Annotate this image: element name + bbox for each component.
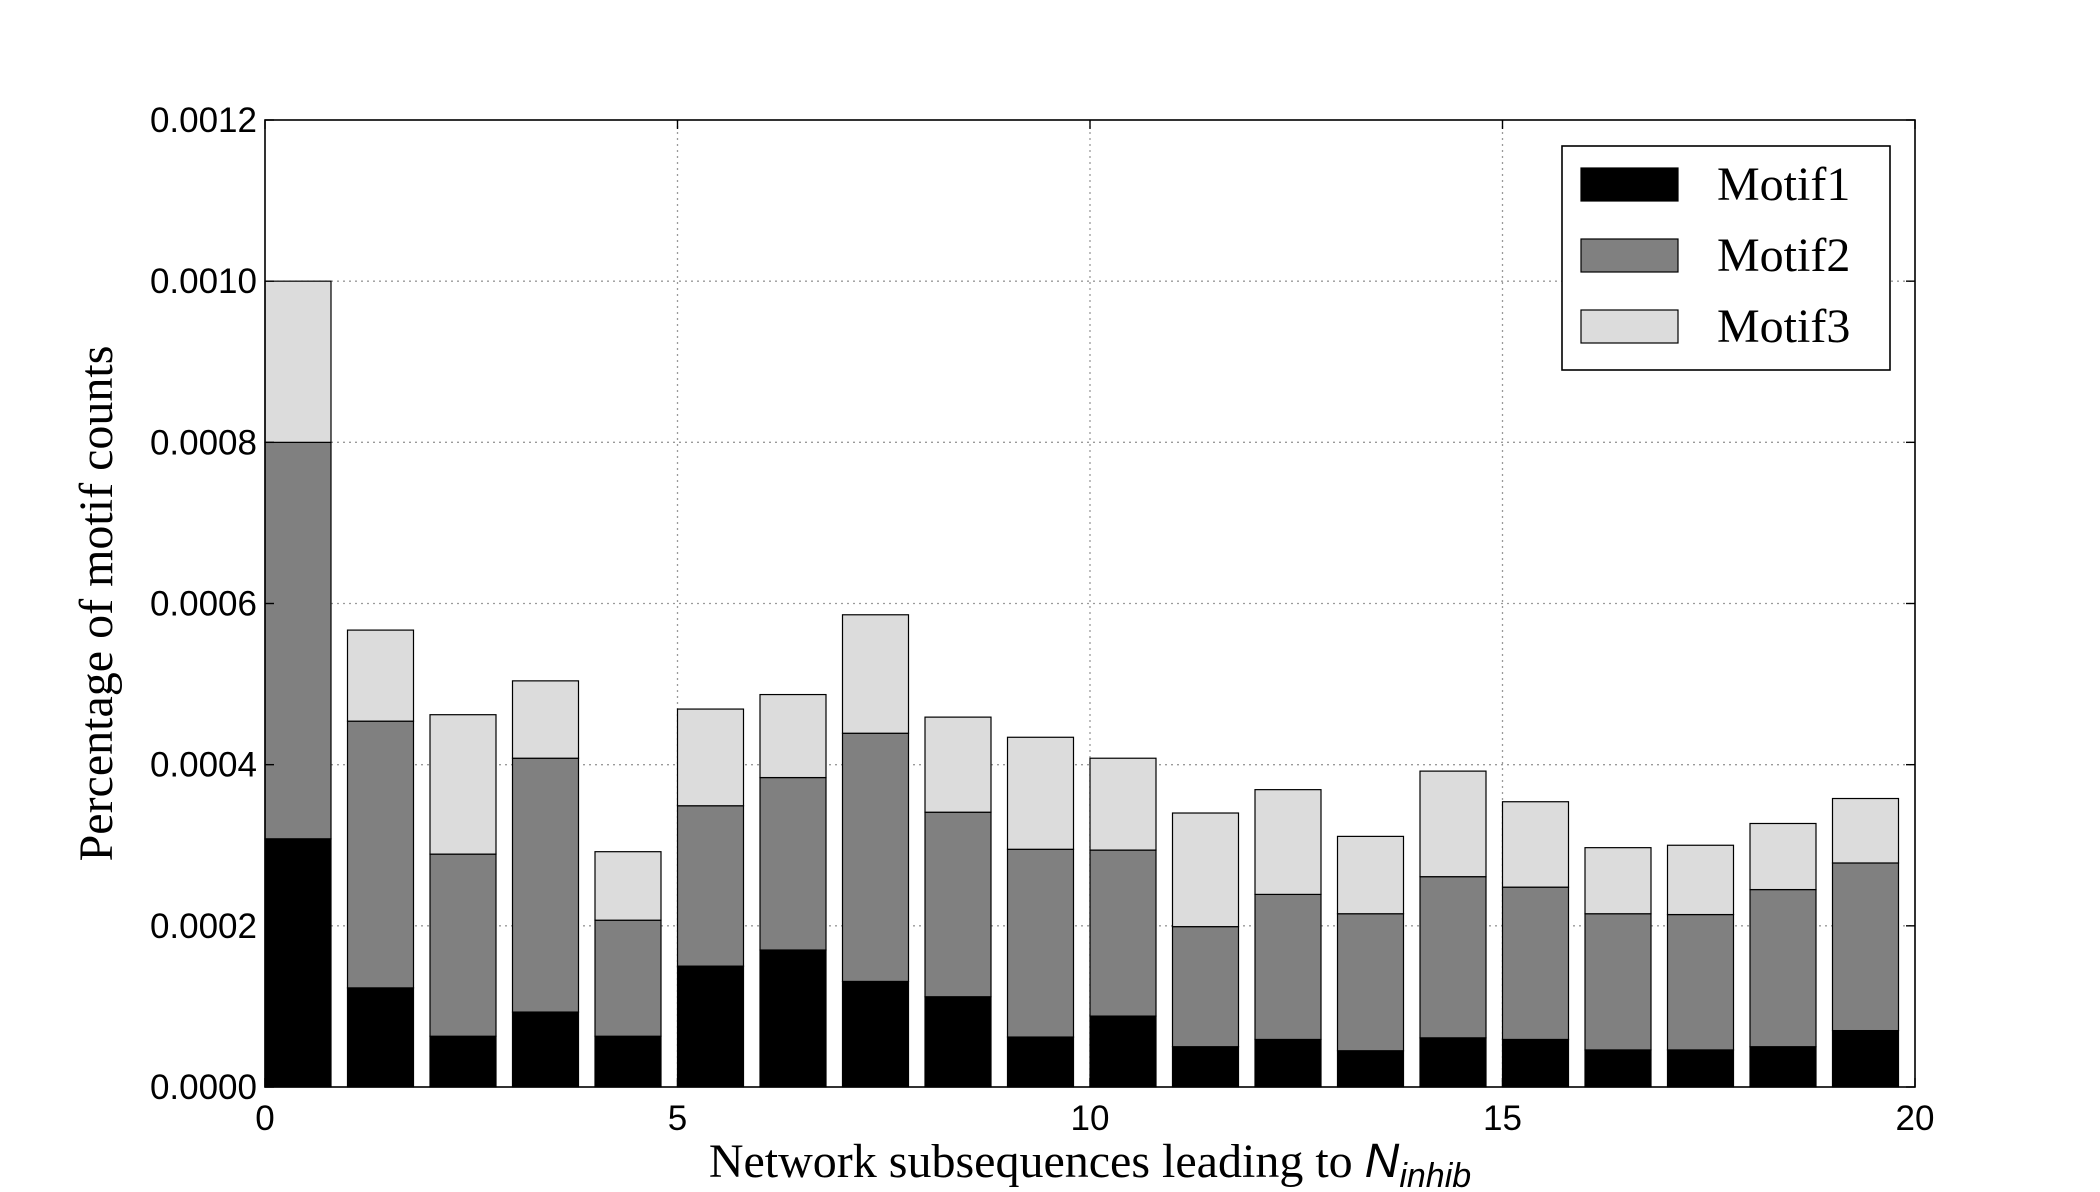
y-tick-label: 0.0006 <box>150 585 257 624</box>
x-axis-title-math: N <box>1365 1135 1400 1188</box>
bar-motif3-15 <box>1501 801 1570 888</box>
x-axis-title-text: Network subsequences leading to <box>709 1135 1365 1188</box>
bar-motif2-1 <box>346 720 415 989</box>
legend-label-motif1: Motif1 <box>1717 158 1850 211</box>
bar-motif1-7 <box>841 980 910 1088</box>
bar-motif2-2 <box>429 853 497 1037</box>
ticks <box>264 119 1916 1088</box>
bar-motif1-3 <box>511 1011 580 1088</box>
bar-motif2-11 <box>1171 926 1240 1048</box>
x-tick-label: 10 <box>1071 1099 1110 1138</box>
bar-motif3-4 <box>594 851 662 921</box>
legend-items: Motif1 Motif2 Motif3 <box>1580 158 1850 353</box>
y-tick-label: 0.0000 <box>150 1068 257 1107</box>
y-tick-label: 0.0008 <box>150 423 257 462</box>
bar-motif3-12 <box>1254 789 1322 896</box>
x-tick-label: 15 <box>1483 1099 1522 1138</box>
bar-motif3-2 <box>429 714 497 855</box>
bar-motif2-9 <box>1006 848 1075 1038</box>
bar-motif3-1 <box>346 629 415 722</box>
bar-motif2-12 <box>1254 893 1322 1041</box>
legend-label-motif2: Motif2 <box>1717 229 1850 282</box>
bar-motif2-3 <box>511 757 580 1013</box>
bar-motif1-9 <box>1006 1036 1075 1088</box>
bar-motif1-13 <box>1336 1050 1405 1088</box>
bar-motif3-17 <box>1666 844 1735 916</box>
bar-motif2-15 <box>1501 886 1570 1041</box>
bar-motif1-15 <box>1501 1038 1570 1088</box>
bar-motif2-17 <box>1666 913 1735 1051</box>
bar-motif2-16 <box>1584 913 1652 1051</box>
bar-motif1-6 <box>759 949 827 1088</box>
x-axis-title-subscript: inhib <box>1399 1157 1471 1192</box>
y-axis-title: Percentage of motif counts <box>70 346 123 862</box>
y-tick-label: 0.0010 <box>150 262 257 301</box>
bar-motif1-18 <box>1749 1046 1817 1088</box>
legend-swatch-motif3 <box>1580 309 1679 344</box>
bar-motif1-19 <box>1831 1029 1900 1088</box>
y-tick-label: 0.0012 <box>150 101 257 140</box>
bar-motif3-10 <box>1089 757 1157 851</box>
bar-motif1-4 <box>594 1035 662 1088</box>
y-tick-label: 0.0004 <box>150 746 257 785</box>
bar-motif2-14 <box>1419 876 1487 1039</box>
bar-motif2-13 <box>1336 913 1405 1052</box>
bar-motif1-16 <box>1584 1049 1652 1088</box>
bar-motif2-7 <box>841 732 910 983</box>
bar-motif1-10 <box>1089 1015 1157 1088</box>
bar-motif1-1 <box>346 987 415 1088</box>
bar-motif3-16 <box>1584 847 1652 915</box>
bar-motif1-8 <box>924 996 992 1088</box>
bar-motif3-14 <box>1419 770 1487 878</box>
bar-motif2-0 <box>264 441 332 840</box>
bar-motif3-6 <box>759 693 827 779</box>
bar-motif3-11 <box>1171 812 1240 928</box>
bar-motif1-17 <box>1666 1049 1735 1088</box>
bar-motif2-8 <box>924 811 992 998</box>
bar-motif3-18 <box>1749 822 1817 891</box>
x-tick-label: 20 <box>1896 1099 1935 1138</box>
legend-swatch-motif2 <box>1580 238 1679 273</box>
bar-motif3-8 <box>924 716 992 813</box>
x-axis-title: Network subsequences leading to Ninhib <box>709 1135 1471 1192</box>
bar-motif3-19 <box>1831 797 1900 864</box>
y-tick-label: 0.0002 <box>150 907 257 946</box>
bar-motif2-19 <box>1831 862 1900 1032</box>
legend: Motif1 Motif2 Motif3 <box>1561 145 1891 371</box>
x-tick-label: 5 <box>668 1099 687 1138</box>
bar-motif3-0 <box>264 280 332 443</box>
bar-motif3-3 <box>511 680 580 759</box>
bar-motif3-13 <box>1336 835 1405 915</box>
bar-motif3-7 <box>841 614 910 734</box>
bar-motif2-5 <box>676 805 745 967</box>
x-tick-label: 0 <box>255 1099 274 1138</box>
bar-motif1-2 <box>429 1035 497 1088</box>
bar-motif2-6 <box>759 776 827 951</box>
legend-label-motif3: Motif3 <box>1717 300 1850 353</box>
bar-motif1-11 <box>1171 1046 1240 1088</box>
bar-motif2-10 <box>1089 849 1157 1017</box>
bars <box>264 280 1900 1088</box>
bar-motif1-0 <box>264 838 332 1088</box>
bar-motif3-9 <box>1006 736 1075 850</box>
bar-motif2-4 <box>594 919 662 1037</box>
bar-motif2-18 <box>1749 888 1817 1048</box>
x-tick-labels: 0 5 10 15 20 <box>255 1099 1934 1138</box>
bar-motif1-14 <box>1419 1037 1487 1088</box>
bar-motif3-5 <box>676 708 745 807</box>
bar-motif1-12 <box>1254 1038 1322 1088</box>
y-tick-labels: 0.0000 0.0002 0.0004 0.0006 0.0008 0.0010 0.00… <box>150 101 257 1107</box>
legend-swatch-motif1 <box>1580 167 1679 202</box>
bar-motif1-5 <box>676 965 745 1088</box>
